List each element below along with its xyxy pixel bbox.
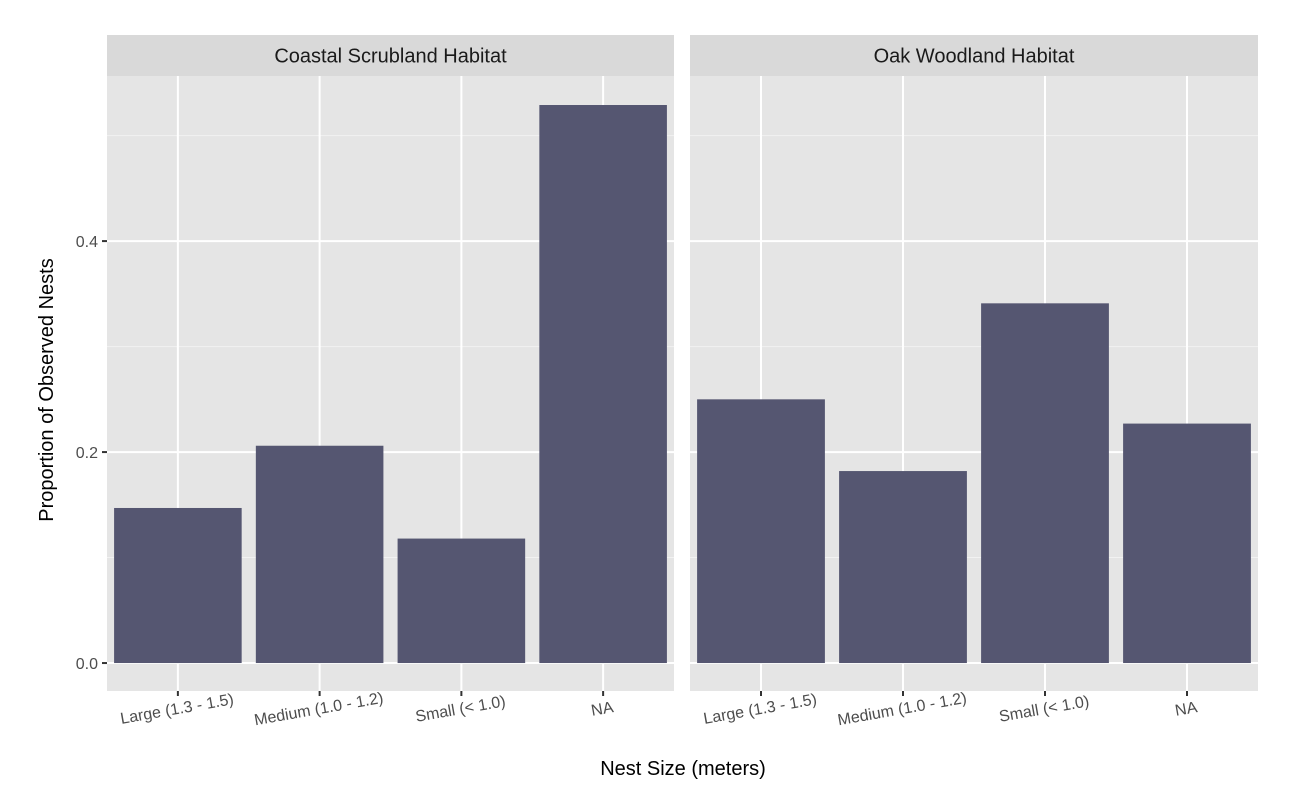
facet-strip <box>107 35 674 76</box>
x-tick-label: NA <box>590 699 615 720</box>
bar <box>981 303 1109 664</box>
facet-panel-2: Oak Woodland Habitat <box>690 35 1258 691</box>
y-axis-title: Proportion of Observed Nests <box>36 258 58 521</box>
x-tick-label: Small (< 1.0) <box>414 693 507 726</box>
y-tick-label: 0.2 <box>76 445 98 462</box>
bar <box>397 538 526 664</box>
bar <box>114 507 242 664</box>
x-tick-label: Large (1.3 - 1.5) <box>119 691 235 728</box>
x-tick-label: Small (< 1.0) <box>998 693 1091 726</box>
bar <box>1123 423 1251 664</box>
bar <box>255 445 384 664</box>
panels-layer: Coastal Scrubland Habitat Oak Woodland Ha… <box>107 35 1258 691</box>
x-axis-title: Nest Size (meters) <box>600 758 766 780</box>
facet-strip <box>690 35 1258 76</box>
facet-strip-title: Oak Woodland Habitat <box>874 46 1075 68</box>
x-tick-label: Large (1.3 - 1.5) <box>702 691 818 728</box>
y-tick-label: 0.4 <box>76 234 98 251</box>
facet-strip-title: Coastal Scrubland Habitat <box>274 46 507 68</box>
bar <box>697 399 825 664</box>
bar <box>839 471 967 664</box>
x-tick-label: NA <box>1174 699 1199 720</box>
facet-panel-1: Coastal Scrubland Habitat <box>107 35 674 691</box>
bar <box>539 105 667 664</box>
y-tick-label: 0.0 <box>76 656 98 673</box>
